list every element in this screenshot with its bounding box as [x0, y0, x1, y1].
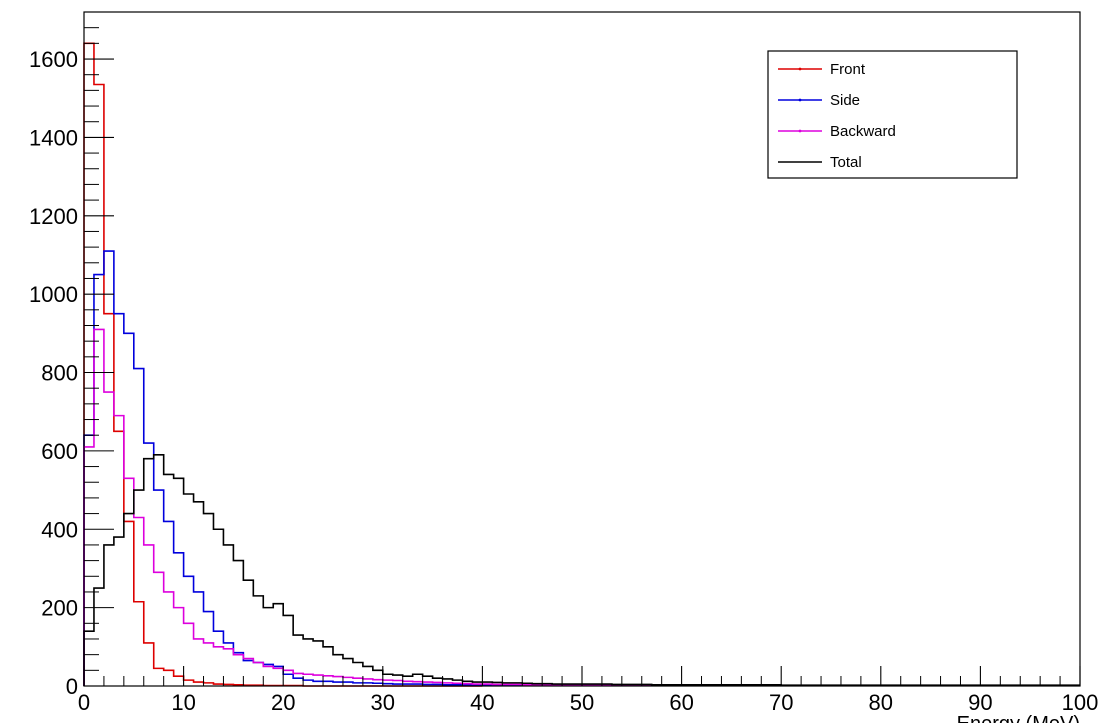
y-tick-label: 600: [41, 439, 78, 464]
series-line-backward: [83, 328, 682, 687]
legend-label-side: Side: [830, 92, 860, 109]
x-tick-label: 90: [968, 690, 992, 715]
tick-labels-layer: 0 10 20 30 40 50 60 70 80 90 100020040060080010001…: [29, 47, 1098, 715]
x-tick-label: 70: [769, 690, 793, 715]
legend-label-backward: Backward: [830, 123, 896, 140]
x-tick-label: 30: [371, 690, 395, 715]
legend-label-total: Total: [830, 154, 862, 171]
series-line-front: [83, 42, 483, 687]
x-tick-label: 100: [1062, 690, 1099, 715]
x-tick-label: 80: [869, 690, 893, 715]
y-tick-label: 400: [41, 517, 78, 542]
series-line-total: [83, 454, 1080, 687]
x-tick-label: 20: [271, 690, 295, 715]
y-tick-label: 200: [41, 596, 78, 621]
legend-marker-backward: [798, 129, 802, 133]
x-tick-label: 10: [171, 690, 195, 715]
y-tick-label: 1000: [29, 282, 78, 307]
legend-label-front: Front: [830, 61, 866, 78]
y-tick-label: 1600: [29, 47, 78, 72]
legend-marker-side: [798, 98, 802, 102]
x-tick-label: 0: [78, 690, 90, 715]
legend: Front Side Backward Total: [767, 50, 1018, 179]
y-tick-label: 0: [66, 674, 78, 699]
legend-box: [767, 50, 1018, 179]
series-line-side: [83, 250, 682, 687]
legend-marker-front: [798, 67, 802, 71]
y-tick-label: 1400: [29, 125, 78, 150]
y-tick-label: 1200: [29, 204, 78, 229]
x-tick-label: 60: [669, 690, 693, 715]
x-axis-title: Energy (MeV): [957, 713, 1080, 723]
x-tick-label: 50: [570, 690, 594, 715]
x-tick-label: 40: [470, 690, 494, 715]
y-tick-label: 800: [41, 361, 78, 386]
ticks-layer: [83, 11, 1081, 687]
